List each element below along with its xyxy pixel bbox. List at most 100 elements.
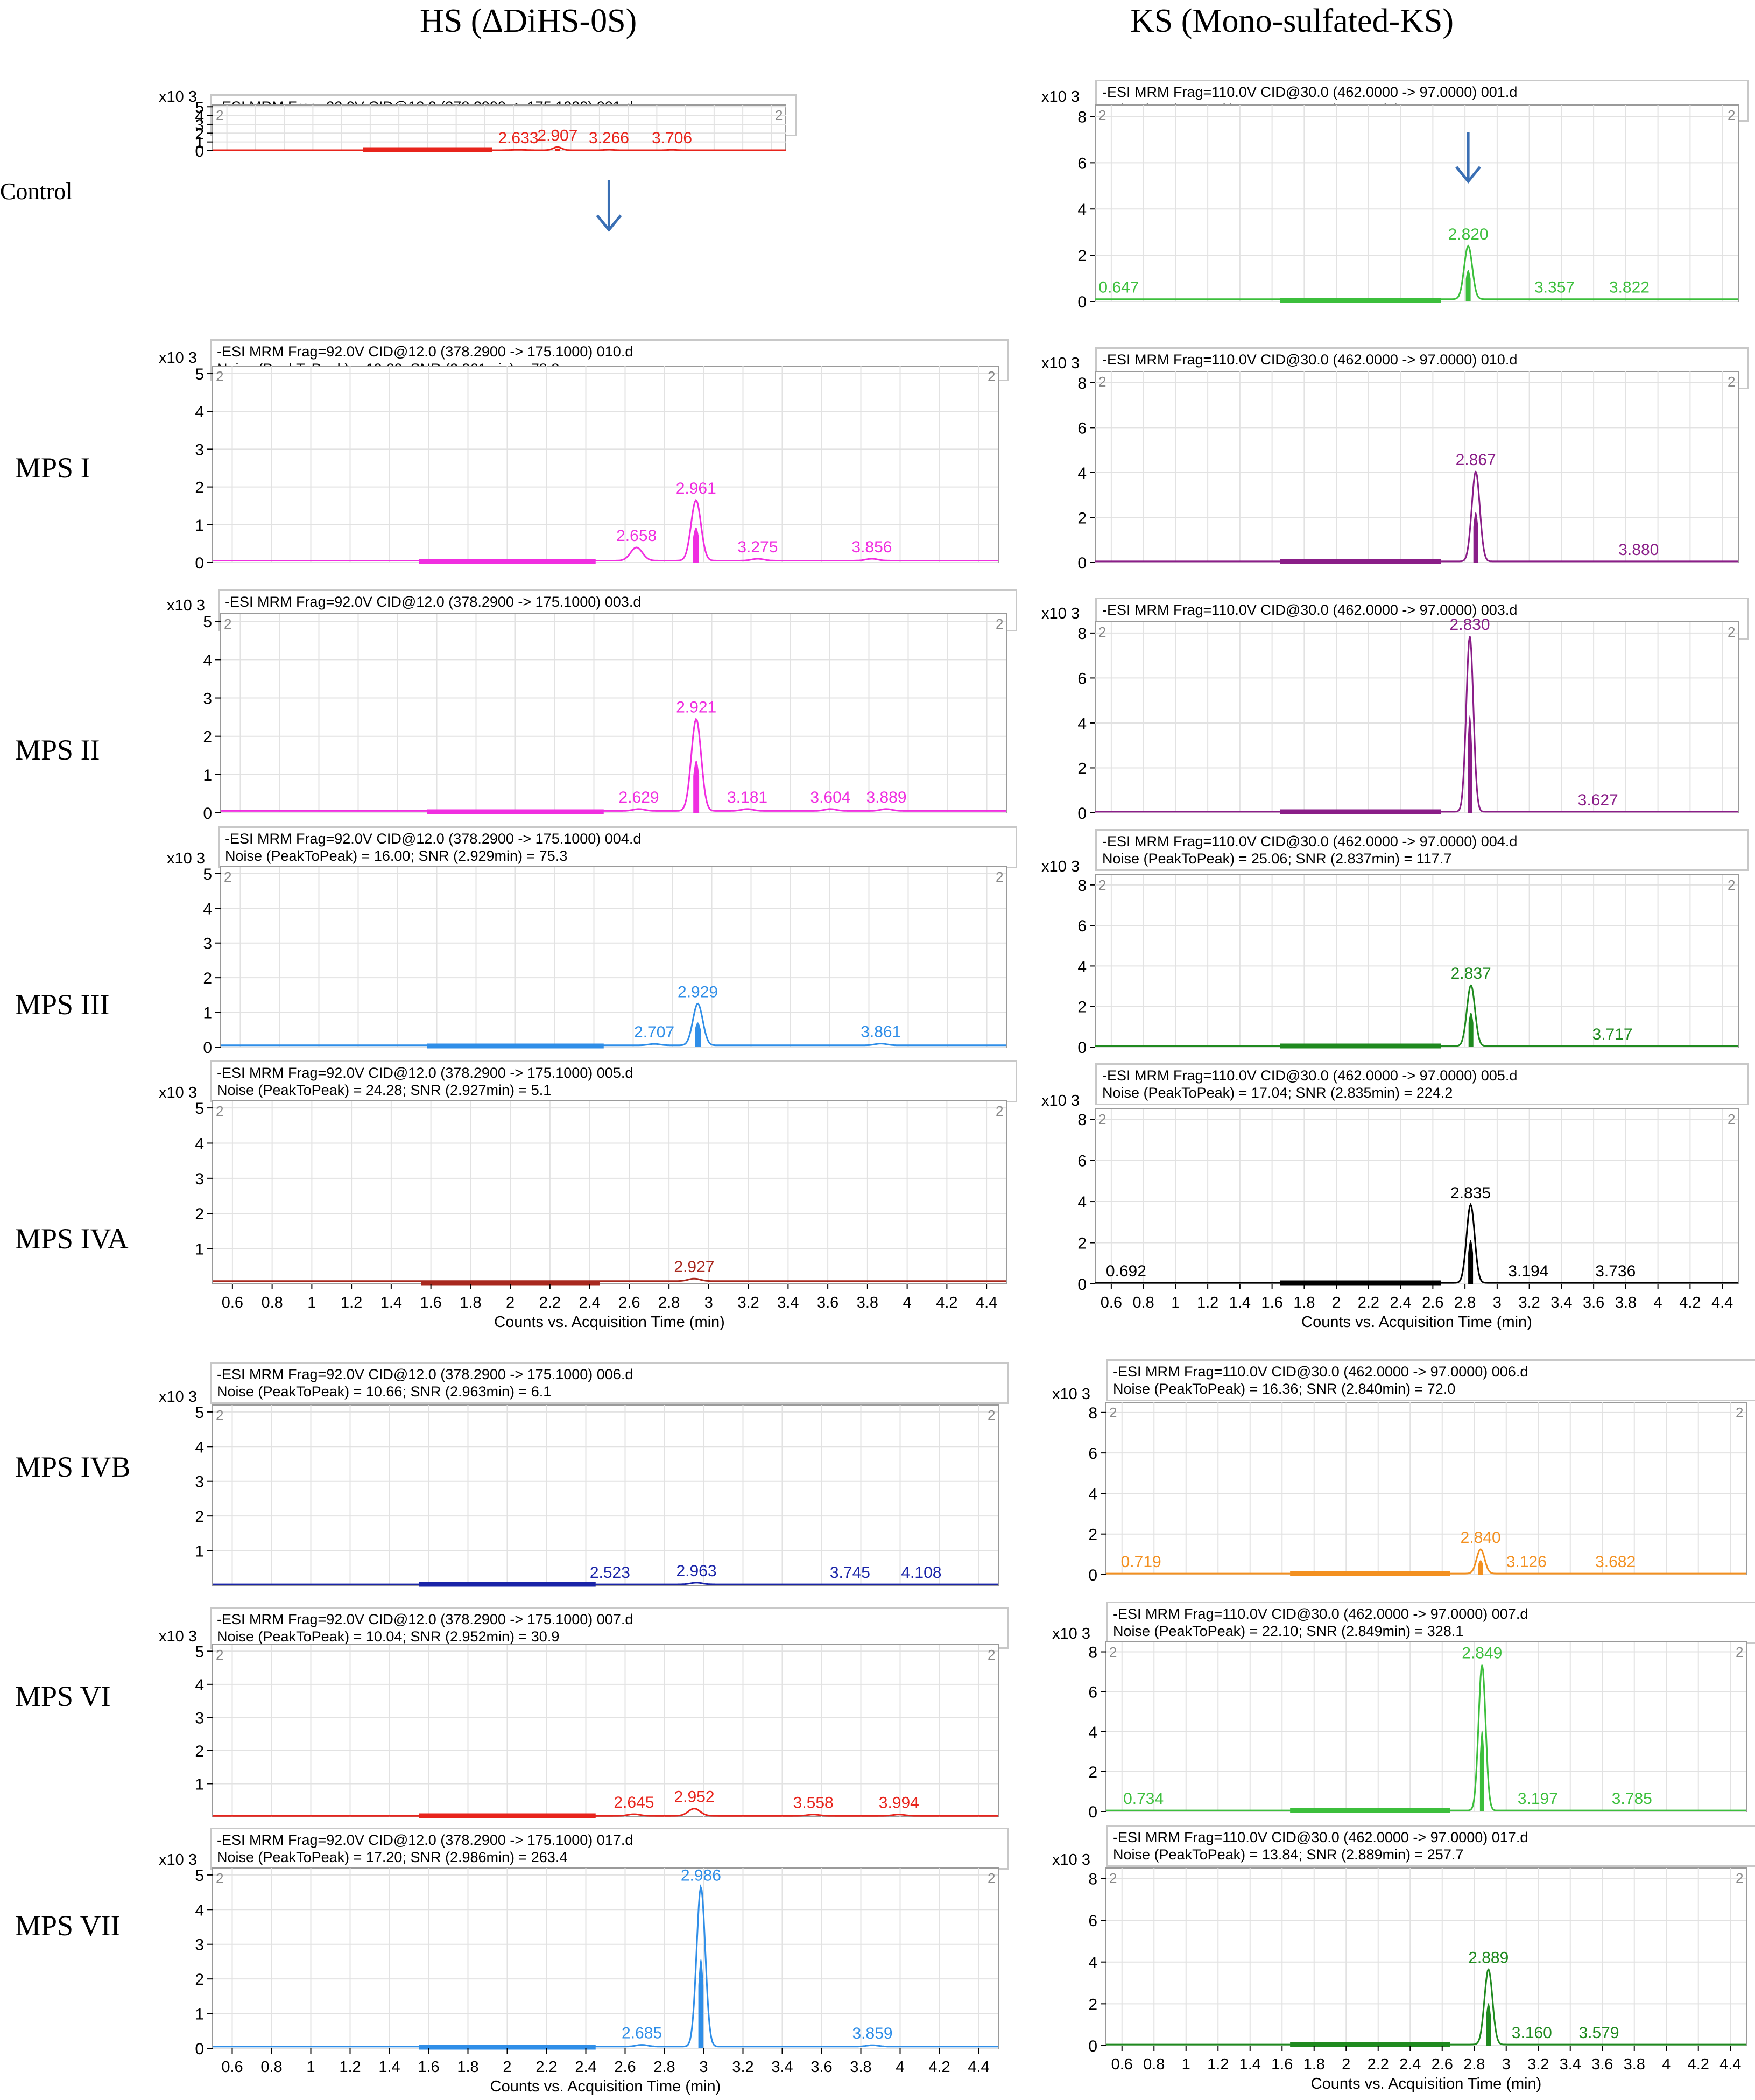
y-tick-label: 2 xyxy=(195,1205,204,1223)
down-arrow-icon xyxy=(596,180,622,232)
y-tick-label: 4 xyxy=(1077,958,1087,975)
row-label-mps2: MPS II xyxy=(15,734,100,766)
down-arrow-icon xyxy=(1455,132,1482,184)
x-tick-label: 3.6 xyxy=(1591,2056,1613,2073)
y-tick-label: 4 xyxy=(1088,1485,1097,1503)
x-tick-label: 2.8 xyxy=(1454,1294,1476,1311)
x-tick-label: 2.8 xyxy=(658,1294,680,1311)
y-tick-label: 1 xyxy=(195,134,204,152)
plot-frame xyxy=(1105,1867,1747,2046)
x-tick-label: 3.8 xyxy=(850,2059,871,2076)
y-tick-label: 2 xyxy=(1077,247,1087,265)
plot-frame xyxy=(1105,1641,1747,1812)
y-tick-label: 3 xyxy=(195,1936,204,1954)
x-tick-label: 2.6 xyxy=(614,2059,636,2076)
y-tick-label: 4 xyxy=(195,108,204,125)
y-tick-label: 4 xyxy=(1077,715,1087,733)
header-line-1: -ESI MRM Frag=110.0V CID@30.0 (462.0000 … xyxy=(1102,602,1518,618)
chromatogram-header: -ESI MRM Frag=110.0V CID@30.0 (462.0000 … xyxy=(1095,598,1749,640)
header-line-2: Noise (PeakToPeak) = 16.36; SNR (2.840mi… xyxy=(1113,1381,1456,1397)
corner-marker-left: 2 xyxy=(1098,877,1106,893)
plot-frame xyxy=(1095,371,1739,563)
y-exponent-label: x10 3 xyxy=(1041,355,1080,372)
header-line-1: -ESI MRM Frag=92.0V CID@12.0 (378.2900 -… xyxy=(225,594,642,610)
peak-label: 2.929 xyxy=(678,983,718,1001)
y-tick-label: 8 xyxy=(1077,375,1087,392)
x-axis-title: Counts vs. Acquisition Time (min) xyxy=(490,2078,721,2095)
row-label-mps7: MPS VII xyxy=(15,1909,121,1942)
y-tick-label: 0 xyxy=(203,805,212,823)
header-line-1: -ESI MRM Frag=110.0V CID@30.0 (462.0000 … xyxy=(1113,1829,1528,1845)
y-tick-label: 4 xyxy=(203,900,212,918)
x-tick-label: 3.4 xyxy=(777,1294,799,1311)
peak-label: 2.835 xyxy=(1450,1184,1491,1202)
y-tick-label: 6 xyxy=(1088,1684,1097,1702)
peak-label: 2.837 xyxy=(1451,965,1491,982)
y-tick-label: 0 xyxy=(1077,554,1087,572)
chromatogram-header: -ESI MRM Frag=110.0V CID@30.0 (462.0000 … xyxy=(1106,1602,1755,1644)
chromatogram-header: -ESI MRM Frag=110.0V CID@30.0 (462.0000 … xyxy=(1106,1359,1755,1401)
peak-label: 2.867 xyxy=(1456,451,1496,469)
peak-fill xyxy=(555,148,560,151)
peak-label: 2.523 xyxy=(590,1564,630,1582)
peak-label: 3.880 xyxy=(1618,541,1659,559)
y-tick-label: 5 xyxy=(203,613,212,631)
x-tick-label: 1.2 xyxy=(1207,2056,1229,2073)
trace-line xyxy=(1095,636,1738,813)
header-line-2: Noise (PeakToPeak) = 24.28; SNR (2.927mi… xyxy=(217,1082,552,1098)
y-tick-label: 6 xyxy=(1077,670,1087,687)
y-tick-label: 8 xyxy=(1088,1644,1097,1662)
x-tick-label: 1.6 xyxy=(420,1294,441,1311)
row-label-control: Control xyxy=(0,178,73,205)
plot-frame xyxy=(220,613,1007,813)
y-exponent-label: x10 3 xyxy=(1041,1092,1080,1109)
peak-label: 0.647 xyxy=(1098,279,1139,297)
y-tick-label: 2 xyxy=(203,970,212,987)
header-line-1: -ESI MRM Frag=110.0V CID@30.0 (462.0000 … xyxy=(1102,84,1518,100)
peak-label: 2.685 xyxy=(622,2025,662,2042)
y-tick-label: 8 xyxy=(1088,1870,1097,1888)
peak-label: 3.275 xyxy=(737,538,778,556)
peak-label: 3.181 xyxy=(727,789,767,806)
x-tick-label: 2.6 xyxy=(618,1294,640,1311)
peak-label: 3.859 xyxy=(852,2025,892,2042)
x-tick-label: 3.8 xyxy=(857,1294,878,1311)
y-tick-label: 3 xyxy=(203,690,212,708)
peak-label: 3.160 xyxy=(1512,2024,1552,2042)
y-tick-label: 2 xyxy=(1088,1764,1097,1781)
corner-marker-right: 2 xyxy=(1728,877,1735,893)
x-tick-label: 1.4 xyxy=(380,1294,402,1311)
y-tick-label: 1 xyxy=(195,517,204,535)
plot-frame xyxy=(212,1867,999,2049)
y-tick-label: 0 xyxy=(195,143,204,160)
corner-marker-left: 2 xyxy=(216,1647,223,1663)
x-tick-label: 2 xyxy=(1332,1294,1341,1311)
y-exponent-label: x10 3 xyxy=(1052,1625,1090,1642)
chromatogram-header: -ESI MRM Frag=92.0V CID@12.0 (378.2900 -… xyxy=(210,339,1009,381)
y-tick-label: 2 xyxy=(1077,999,1087,1016)
y-tick-label: 6 xyxy=(1077,154,1087,172)
plot-frame xyxy=(1095,621,1739,813)
chromatogram-header: -ESI MRM Frag=110.0V CID@30.0 (462.0000 … xyxy=(1095,347,1749,389)
y-tick-label: 0 xyxy=(195,554,204,572)
y-tick-label: 4 xyxy=(1077,465,1087,482)
trace-line xyxy=(213,1884,998,2048)
chromatogram-header: -ESI MRM Frag=92.0V CID@12.0 (378.2900 -… xyxy=(210,94,797,136)
x-tick-label: 0.8 xyxy=(261,1294,283,1311)
peak-label: 3.717 xyxy=(1592,1026,1633,1043)
y-tick-label: 5 xyxy=(195,1643,204,1661)
y-tick-label: 4 xyxy=(195,1438,204,1456)
y-tick-label: 2 xyxy=(1088,1996,1097,2013)
y-tick-label: 1 xyxy=(195,2006,204,2024)
chromatogram-header: -ESI MRM Frag=92.0V CID@12.0 (378.2900 -… xyxy=(218,589,1017,631)
y-exponent-label: x10 3 xyxy=(1041,605,1080,622)
x-tick-label: 0.8 xyxy=(1143,2056,1165,2073)
peak-fill xyxy=(1465,270,1471,301)
corner-marker-left: 2 xyxy=(1109,1644,1117,1660)
chromatogram-header: -ESI MRM Frag=110.0V CID@30.0 (462.0000 … xyxy=(1106,1825,1755,1867)
